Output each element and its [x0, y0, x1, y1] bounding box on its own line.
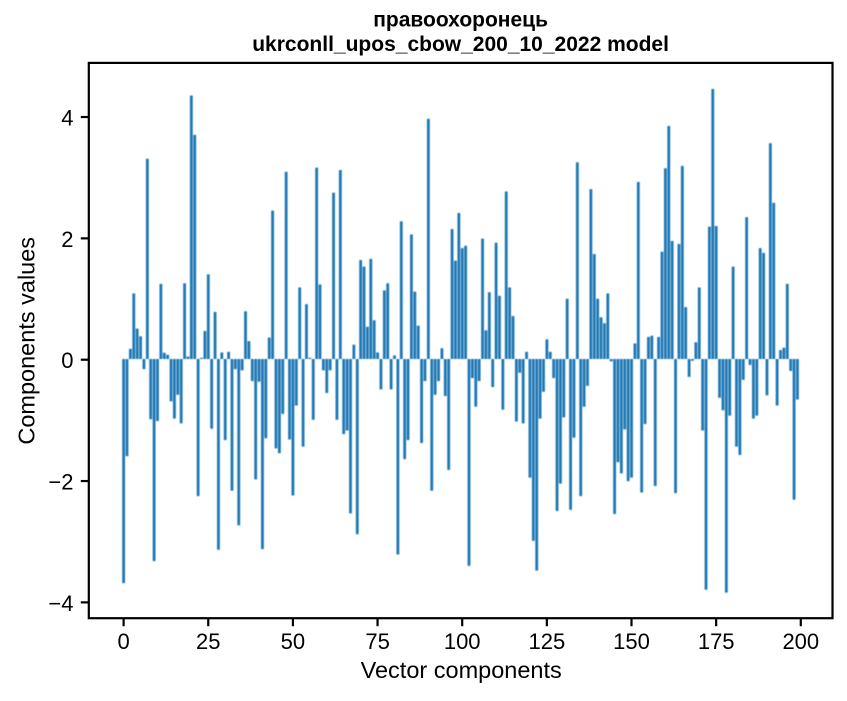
- svg-text:50: 50: [281, 629, 305, 654]
- svg-text:Vector components: Vector components: [361, 657, 562, 683]
- svg-text:175: 175: [698, 629, 735, 654]
- svg-text:200: 200: [782, 629, 819, 654]
- svg-text:Components values: Components values: [14, 237, 40, 445]
- svg-text:150: 150: [613, 629, 650, 654]
- svg-text:100: 100: [444, 629, 481, 654]
- svg-text:2: 2: [61, 227, 73, 252]
- svg-text:правоохоронець: правоохоронець: [373, 9, 548, 32]
- svg-text:−2: −2: [48, 470, 73, 495]
- svg-text:−4: −4: [48, 591, 73, 616]
- svg-text:0: 0: [117, 629, 129, 654]
- svg-text:125: 125: [529, 629, 566, 654]
- svg-text:ukrconll_upos_cbow_200_10_2022: ukrconll_upos_cbow_200_10_2022 model: [252, 33, 669, 56]
- svg-text:0: 0: [61, 348, 73, 373]
- svg-text:75: 75: [365, 629, 389, 654]
- svg-text:25: 25: [196, 629, 220, 654]
- svg-text:4: 4: [61, 106, 73, 131]
